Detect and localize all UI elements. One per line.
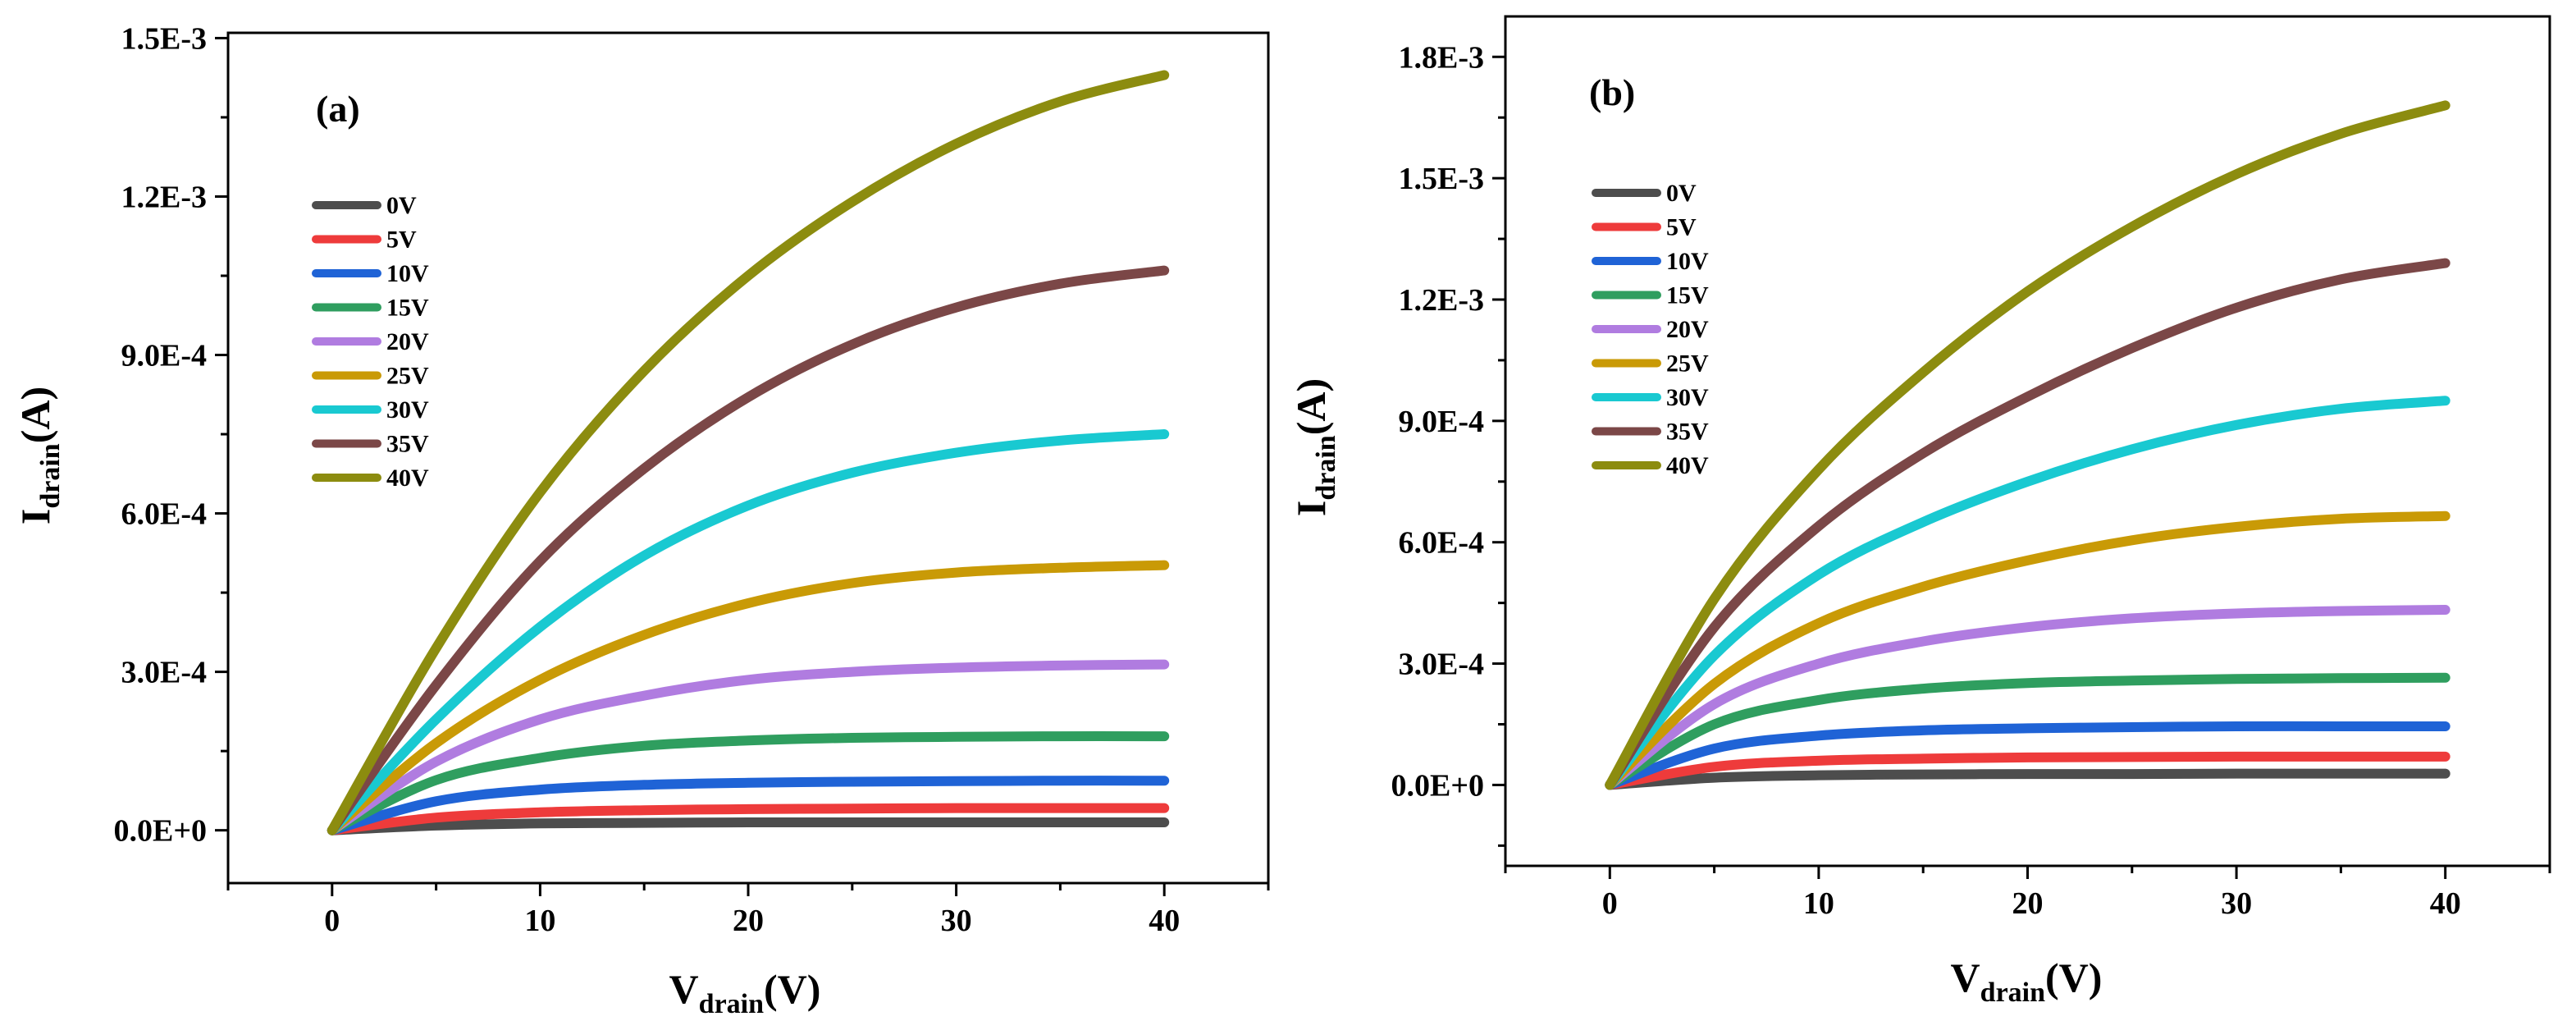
panel-a-y-tick-label: 6.0E-4 — [121, 497, 208, 532]
panel-a-y-axis-title: Idrain(A) — [12, 387, 66, 524]
panel-b-y-tick-label: 0.0E+0 — [1391, 768, 1485, 803]
panel-b-label: (b) — [1589, 71, 1635, 113]
panel-b-legend-label-10V: 10V — [1666, 248, 1709, 275]
panel-a-series-40V — [327, 70, 1170, 835]
panel-a-y-tick-label: 1.5E-3 — [121, 21, 208, 56]
panel-b-series-0V — [1605, 768, 2450, 790]
panel-b-y-tick-label: 1.2E-3 — [1399, 283, 1485, 318]
panel-a-y-tick-label: 0.0E+0 — [114, 814, 208, 849]
panel-a-series-5V — [327, 803, 1170, 835]
panel-b-x-tick-label: 30 — [2221, 886, 2252, 921]
panel-b-legend-label-40V: 40V — [1666, 452, 1709, 479]
panel-b-y-tick-label: 1.8E-3 — [1399, 40, 1485, 75]
panel-b-legend-label-30V: 30V — [1666, 384, 1709, 411]
panel-b-y-title-sub: drain — [1311, 435, 1341, 500]
panel-b-y-tick-label: 3.0E-4 — [1399, 648, 1485, 682]
panel-a-series-35V — [327, 265, 1170, 835]
panel-b-y-title-main: I — [1288, 501, 1334, 516]
panel-a-y-tick-label: 1.2E-3 — [121, 180, 208, 214]
panel-a-x-tick-label: 40 — [1149, 904, 1180, 938]
panel-b-y-tick-label: 9.0E-4 — [1399, 405, 1485, 439]
panel-b-series-15V — [1605, 672, 2450, 790]
panel-a-legend-label-10V: 10V — [386, 260, 429, 287]
panel-a-x-tick-label: 20 — [733, 904, 764, 938]
panel-a-x-tick-label: 0 — [324, 904, 340, 938]
panel-b-legend-label-15V: 15V — [1666, 282, 1709, 309]
panel-a-y-tick-label: 9.0E-4 — [121, 339, 208, 373]
panel-a-x-tick-label: 10 — [524, 904, 555, 938]
panel-a-x-title-suffix: (V) — [764, 966, 820, 1012]
panel-b-x-axis-title: Vdrain(V) — [1951, 954, 2103, 1008]
panel-a-y-title-main: I — [12, 509, 58, 524]
panel-b: 0 10 20 30 40 0.0E+0 3.0E-4 6.0E-4 9.0E-4 1.2E-3 1… — [1288, 15, 2551, 1008]
panel-b-y-title-suffix: (A) — [1288, 378, 1334, 435]
panel-b-x-title-main: V — [1951, 954, 1980, 1000]
panel-b-series-30V — [1605, 396, 2450, 790]
panel-a-legend-label-40V: 40V — [386, 465, 429, 492]
panel-b-x-title-suffix: (V) — [2045, 954, 2102, 1000]
panel-b-y-axis-title: Idrain(A) — [1288, 378, 1341, 516]
panel-b-plot: 0 10 20 30 40 0.0E+0 3.0E-4 6.0E-4 9.0E-4 1.2E-3 1… — [1391, 15, 2551, 921]
panel-a-y-title-suffix: (A) — [12, 387, 58, 443]
panel-a-legend-label-30V: 30V — [386, 396, 429, 423]
panel-b-x-tick-label: 40 — [2430, 886, 2461, 921]
panel-b-y-tick-label: 1.5E-3 — [1399, 162, 1485, 196]
panel-b-x-title-sub: drain — [1980, 977, 2045, 1008]
panel-b-y-tick-label: 6.0E-4 — [1399, 526, 1485, 561]
panel-b-series-25V — [1605, 510, 2450, 790]
panel-a-label: (a) — [316, 88, 360, 130]
panel-b-legend-label-25V: 25V — [1666, 350, 1709, 378]
panel-a-y-title-sub: drain — [35, 443, 66, 508]
panel-b-series-35V — [1605, 258, 2450, 790]
panel-b-legend-label-20V: 20V — [1666, 316, 1709, 343]
panel-a-legend-label-5V: 5V — [386, 227, 417, 254]
panel-b-x-tick-label: 0 — [1602, 886, 1618, 921]
panel-a-legend-label-0V: 0V — [386, 192, 417, 219]
panel-b-x-tick-label: 10 — [1803, 886, 1834, 921]
panel-a-series-0V — [327, 817, 1170, 835]
panel-a-x-title-sub: drain — [699, 989, 764, 1019]
panel-a: 0 10 20 30 40 0.0E+0 3.0E-4 6.0E-4 9.0E-4 1.2E-3 1… — [12, 21, 1270, 1019]
panel-b-legend-label-5V: 5V — [1666, 214, 1697, 241]
panel-a-x-title-main: V — [669, 966, 699, 1012]
panel-a-series-10V — [327, 776, 1170, 835]
panel-b-legend-label-0V: 0V — [1666, 180, 1697, 207]
panel-b-series-10V — [1605, 721, 2450, 790]
panel-a-series-25V — [327, 560, 1170, 835]
panel-b-series-40V — [1605, 100, 2450, 790]
panel-a-series-20V — [327, 659, 1170, 835]
panel-a-plot: 0 10 20 30 40 0.0E+0 3.0E-4 6.0E-4 9.0E-4 1.2E-3 1… — [114, 21, 1270, 938]
panel-a-legend-label-20V: 20V — [386, 328, 429, 355]
panel-b-series-5V — [1605, 751, 2450, 790]
panel-a-legend-label-25V: 25V — [386, 363, 429, 390]
panel-b-legend-label-35V: 35V — [1666, 419, 1709, 446]
panel-b-series-20V — [1605, 605, 2450, 790]
panel-a-x-axis-title: Vdrain(V) — [669, 966, 821, 1019]
panel-a-y-tick-label: 3.0E-4 — [121, 656, 208, 690]
panel-a-series-30V — [327, 429, 1170, 835]
panel-a-legend-label-35V: 35V — [386, 431, 429, 458]
panel-a-legend-label-15V: 15V — [386, 295, 429, 322]
panel-a-series-15V — [327, 731, 1170, 835]
panel-b-x-tick-label: 20 — [2012, 886, 2044, 921]
panel-a-x-tick-label: 30 — [941, 904, 972, 938]
